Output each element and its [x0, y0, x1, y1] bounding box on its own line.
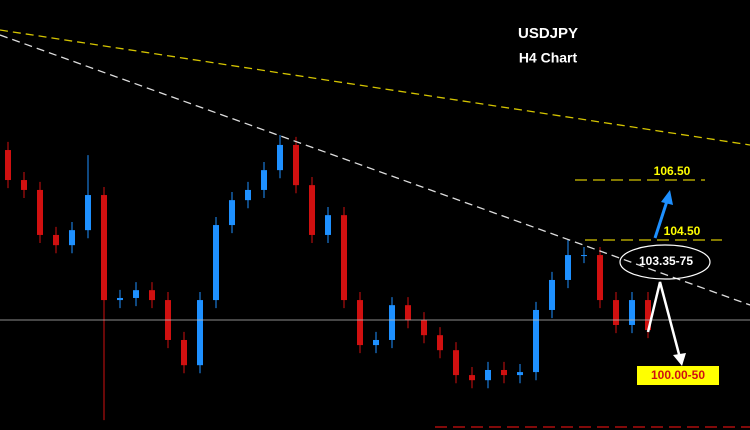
candle-body: [645, 300, 651, 331]
candle-body: [69, 230, 75, 246]
candle-body: [629, 300, 635, 325]
trend-line-upper: [0, 29, 750, 146]
candle-body: [581, 255, 587, 257]
candle-body: [437, 335, 443, 351]
candle-body: [485, 369, 491, 381]
candle-body: [357, 300, 363, 346]
trend-line-lower: [0, 34, 750, 306]
candle-body: [421, 320, 427, 336]
arrow: [646, 281, 682, 359]
candle-body: [517, 372, 523, 376]
candle-body: [245, 189, 251, 201]
candle-body: [229, 200, 235, 226]
candle-body: [389, 305, 395, 340]
candle-body: [101, 195, 107, 301]
candle-body: [213, 225, 219, 301]
candle-body: [341, 215, 347, 301]
candle-body: [21, 180, 27, 190]
candle-body: [565, 255, 571, 280]
chart-title: USDJPY: [518, 25, 578, 42]
chart-subtitle: H4 Chart: [519, 50, 578, 66]
candle-body: [613, 300, 619, 325]
candle-body: [309, 185, 315, 235]
candle-body: [37, 189, 43, 235]
candle-body: [53, 234, 59, 246]
zone-label: 103.35-75: [639, 254, 693, 268]
candle-body: [197, 300, 203, 366]
candle-body: [85, 195, 91, 231]
candle-body: [469, 375, 475, 381]
arrow: [653, 197, 670, 239]
candle-body: [133, 290, 139, 298]
candle-body: [261, 170, 267, 190]
candle-body: [549, 279, 555, 310]
candle-body: [277, 144, 283, 171]
candle-body: [5, 150, 11, 181]
candle-body: [149, 290, 155, 301]
level-label: 104.50: [664, 224, 701, 238]
candle-body: [405, 305, 411, 321]
candle-body: [117, 297, 123, 301]
target-box: [637, 366, 719, 385]
candle-body: [181, 339, 187, 366]
candle-body: [293, 144, 299, 186]
candle-body: [325, 215, 331, 235]
candle-body: [373, 339, 379, 346]
candle-body: [533, 309, 539, 373]
zone-ellipse: [619, 244, 711, 280]
candle-body: [501, 369, 507, 376]
target-label: 100.00-50: [651, 368, 705, 382]
candle-body: [597, 255, 603, 301]
arrow-head: [673, 353, 686, 366]
level-label: 106.50: [654, 164, 691, 178]
arrow-head: [661, 190, 673, 205]
candle-body: [453, 350, 459, 376]
